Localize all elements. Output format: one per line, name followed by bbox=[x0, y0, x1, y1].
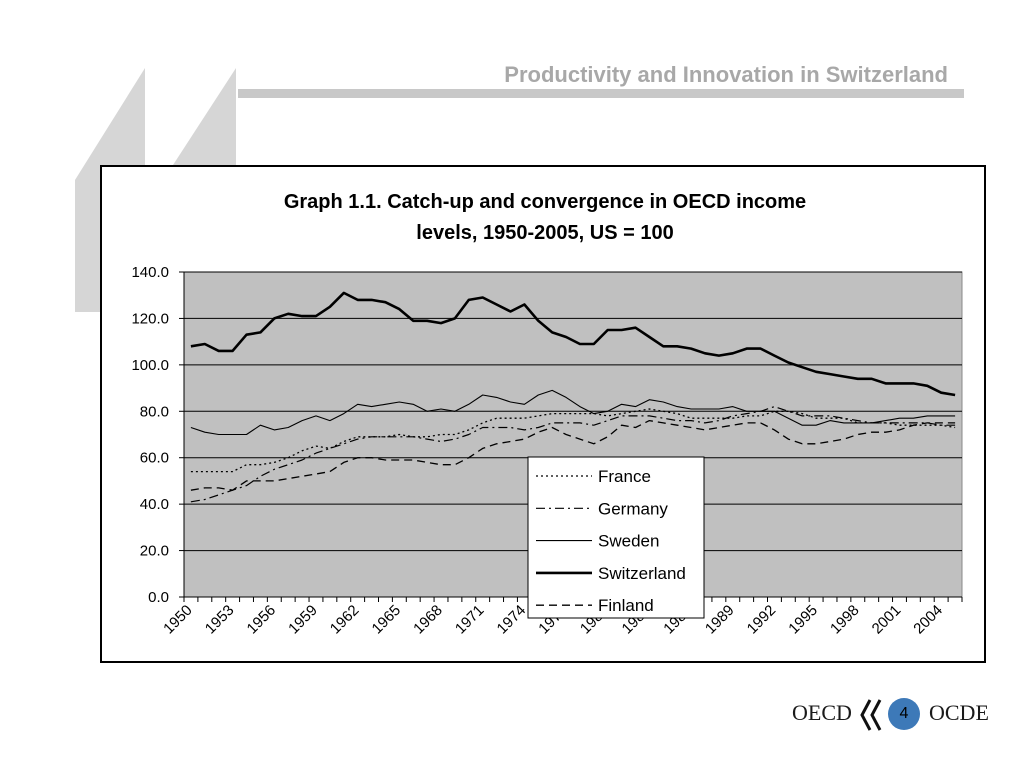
slide-title: Productivity and Innovation in Switzerla… bbox=[504, 62, 948, 87]
x-tick-label: 1998 bbox=[827, 602, 863, 638]
x-tick-label: 1995 bbox=[785, 602, 821, 638]
y-tick-label: 140.0 bbox=[131, 264, 169, 281]
series-line-germany bbox=[190, 406, 956, 503]
x-tick-label: 2004 bbox=[910, 602, 946, 638]
series-line-switzerland bbox=[190, 291, 956, 397]
footer-oecd-text: OECD bbox=[792, 700, 852, 725]
chart-frame: Graph 1.1. Catch-up and convergence in O… bbox=[100, 165, 986, 663]
y-tick-label: 20.0 bbox=[140, 543, 169, 560]
line-chart: Graph 1.1. Catch-up and convergence in O… bbox=[131, 191, 963, 638]
chart-title-line-1: Graph 1.1. Catch-up and convergence in O… bbox=[284, 191, 806, 213]
series-line-finland bbox=[190, 419, 956, 491]
x-tick-label: 1974 bbox=[494, 602, 530, 638]
y-tick-label: 0.0 bbox=[148, 589, 169, 606]
legend-label: Switzerland bbox=[598, 564, 686, 583]
x-tick-label: 1959 bbox=[285, 602, 321, 638]
title-rule bbox=[238, 89, 964, 98]
page-number-badge: 4 bbox=[888, 698, 920, 730]
y-tick-label: 60.0 bbox=[140, 450, 169, 467]
x-tick-label: 1962 bbox=[327, 602, 363, 638]
y-tick-label: 120.0 bbox=[131, 310, 169, 327]
x-tick-label: 1989 bbox=[702, 602, 738, 638]
legend-label: Sweden bbox=[598, 532, 659, 551]
x-tick-label: 1950 bbox=[160, 602, 196, 638]
legend-label: Finland bbox=[598, 596, 654, 615]
x-tick-label: 2001 bbox=[869, 602, 905, 638]
footer-ocde-text: OCDE bbox=[929, 700, 989, 725]
chart-title-line-2: levels, 1950-2005, US = 100 bbox=[416, 222, 673, 244]
oecd-chevron-logo-icon bbox=[860, 699, 882, 731]
legend-label: France bbox=[598, 467, 651, 486]
x-tick-label: 1953 bbox=[202, 602, 238, 638]
x-tick-label: 1956 bbox=[244, 602, 280, 638]
y-tick-label: 40.0 bbox=[140, 496, 169, 513]
y-tick-label: 100.0 bbox=[131, 357, 169, 374]
chart-legend: France Germany Sweden Switzerland Finland bbox=[527, 456, 705, 619]
x-tick-label: 1971 bbox=[452, 602, 488, 638]
y-tick-label: 80.0 bbox=[140, 403, 169, 420]
legend-box bbox=[527, 456, 705, 619]
x-tick-label: 1965 bbox=[369, 602, 405, 638]
x-tick-label: 1968 bbox=[410, 602, 446, 638]
x-tick-label: 1992 bbox=[744, 602, 780, 638]
legend-label: Germany bbox=[598, 499, 668, 518]
series-line-sweden bbox=[190, 389, 956, 436]
